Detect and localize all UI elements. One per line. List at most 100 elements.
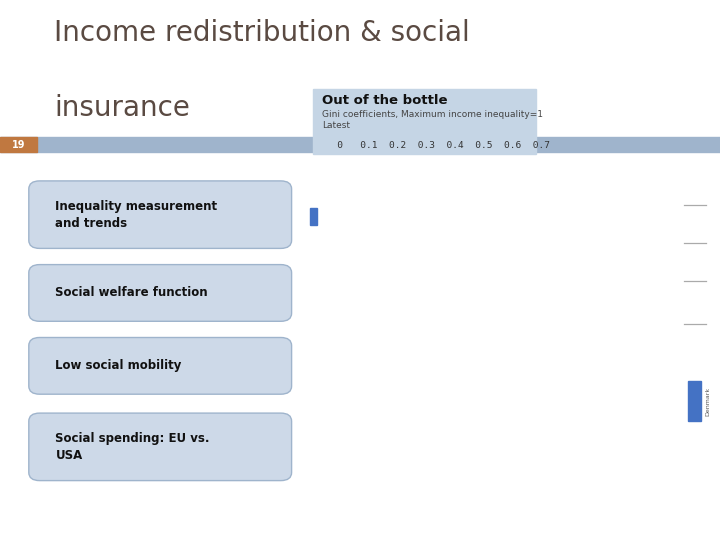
Text: Out of the bottle: Out of the bottle <box>322 94 447 107</box>
Japan <box>309 442 318 448</box>
EU-21 <box>534 233 542 239</box>
Title: Intergenerational Earnings Elasticity: Intergenerational Earnings Elasticity <box>382 147 611 157</box>
OECD <box>350 381 359 388</box>
EU-21 <box>676 200 685 206</box>
Line: Japan: Japan <box>313 335 680 445</box>
United States <box>472 348 481 355</box>
Mexico <box>574 423 582 429</box>
FancyBboxPatch shape <box>29 265 292 321</box>
Text: Social welfare function: Social welfare function <box>55 286 208 300</box>
Japan <box>451 387 460 393</box>
Text: 0   0.1  0.2  0.3  0.4  0.5  0.6  0.7: 0 0.1 0.2 0.3 0.4 0.5 0.6 0.7 <box>320 140 550 150</box>
Mexico <box>329 440 338 446</box>
OECD <box>390 364 399 371</box>
Mexico <box>451 434 460 440</box>
Mexico <box>534 429 542 436</box>
OECD <box>451 321 460 327</box>
Korea <box>370 477 379 483</box>
OECD <box>635 266 644 272</box>
OECD <box>615 277 624 284</box>
United States <box>635 293 644 300</box>
Mexico <box>309 440 318 446</box>
Korea <box>534 450 542 457</box>
Mexico <box>595 417 603 424</box>
Text: Income redistribution & social: Income redistribution & social <box>54 19 469 47</box>
Text: Public social expenditure as a percent of GDP in 1960-2014: Public social expenditure as a percent o… <box>343 205 570 214</box>
OECD <box>676 244 685 251</box>
EU-21 <box>492 244 501 251</box>
United States <box>492 343 501 349</box>
United States <box>615 321 624 327</box>
Bar <box>0 137 37 152</box>
United States <box>350 400 359 406</box>
EU-21 <box>662 206 671 212</box>
Line: Korea: Korea <box>313 374 680 483</box>
Mexico <box>411 436 420 443</box>
Text: Gini coefficients, Maximum income inequality=1
Latest: Gini coefficients, Maximum income inequa… <box>322 110 543 130</box>
EU-21 <box>390 293 399 300</box>
Mexico <box>662 389 671 395</box>
Korea <box>472 461 481 468</box>
Bar <box>313 89 536 154</box>
Line: United States: United States <box>313 271 680 407</box>
Mexico <box>472 434 481 440</box>
OECD <box>411 354 420 360</box>
Japan <box>554 358 562 365</box>
EU-21 <box>431 272 440 278</box>
United States <box>554 332 562 338</box>
OECD <box>554 290 562 296</box>
EU-21 <box>472 249 481 256</box>
United States <box>329 402 338 408</box>
OECD <box>574 288 582 294</box>
Korea <box>451 465 460 472</box>
EU-21 <box>329 332 338 338</box>
Mexico <box>513 430 521 437</box>
EU-21 <box>451 260 460 267</box>
United States <box>411 381 420 388</box>
OECD <box>534 293 542 300</box>
EU-21 <box>411 282 420 289</box>
Text: Low social mobility: Low social mobility <box>55 359 182 373</box>
Legend: Mexico, Japan, Korea, United States, EU-21, OECD: Mexico, Japan, Korea, United States, EU-… <box>317 163 623 178</box>
Japan <box>411 409 420 415</box>
FancyBboxPatch shape <box>29 413 292 481</box>
Mexico <box>635 397 644 404</box>
Mexico <box>370 438 379 445</box>
OECD <box>370 376 379 382</box>
OECD <box>309 392 318 399</box>
Mexico <box>615 409 624 415</box>
EU-21 <box>309 343 318 349</box>
Korea <box>574 442 582 448</box>
Korea <box>309 480 318 487</box>
EU-21 <box>574 227 582 234</box>
Text: Denmark: Denmark <box>705 387 710 415</box>
Korea <box>615 414 624 421</box>
Korea <box>350 478 359 484</box>
EU-21 <box>554 227 562 234</box>
Japan <box>513 364 521 371</box>
Mexico <box>676 387 685 393</box>
United States <box>451 354 460 360</box>
OECD <box>595 282 603 289</box>
Line: Mexico: Mexico <box>313 390 680 443</box>
Line: OECD: OECD <box>313 247 680 395</box>
Japan <box>492 370 501 377</box>
Text: Social spending: EU vs.
USA: Social spending: EU vs. USA <box>55 432 210 462</box>
Japan <box>534 361 542 368</box>
EU-21 <box>635 217 644 223</box>
Text: insurance: insurance <box>54 94 190 123</box>
OECD <box>513 293 521 300</box>
Japan <box>676 332 685 338</box>
EU-21 <box>615 222 624 228</box>
Mexico <box>431 435 440 441</box>
Korea <box>329 479 338 485</box>
Japan <box>350 430 359 437</box>
Mexico <box>649 392 657 399</box>
Korea <box>390 475 399 481</box>
FancyBboxPatch shape <box>29 181 292 248</box>
FancyBboxPatch shape <box>29 338 292 394</box>
Japan <box>472 378 481 384</box>
OECD <box>472 310 481 316</box>
Bar <box>310 208 317 225</box>
EU-21 <box>649 211 657 218</box>
